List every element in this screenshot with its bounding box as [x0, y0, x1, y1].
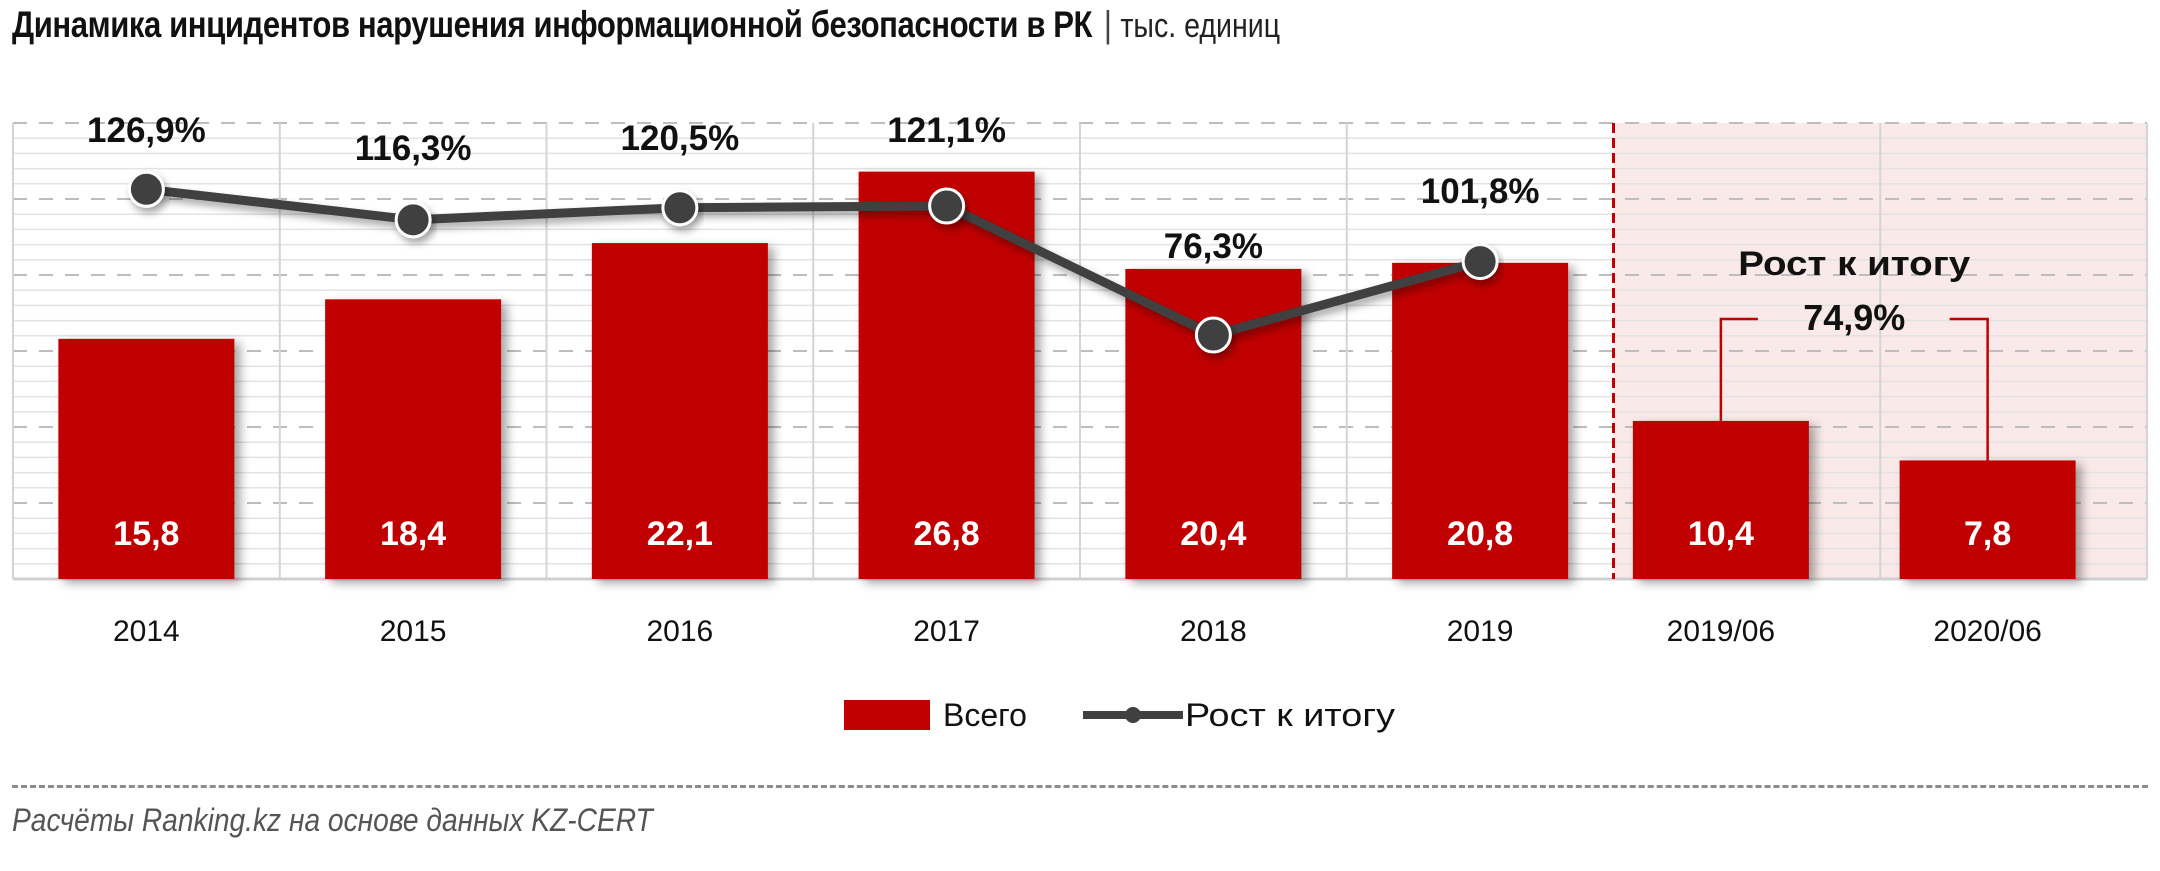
- bar-value-label: 18,4: [380, 515, 446, 553]
- bar-value-label: 26,8: [914, 515, 980, 553]
- chart: 15,8 18,4 22,1 26,8 20,4 20,8 10,4 7,8 Рост к и…: [12, 111, 2148, 733]
- x-tick-label: 2018: [1180, 615, 1247, 648]
- title-separator: |: [1103, 4, 1112, 45]
- x-tick-label: 2019: [1447, 615, 1514, 648]
- chart-title: Динамика инцидентов нарушения информацио…: [12, 4, 1093, 45]
- bar-series: 15,8 18,4 22,1 26,8 20,4 20,8 10,4 7,8: [58, 171, 2076, 579]
- line-marker: [661, 189, 699, 227]
- line-value-label: 101,8%: [1421, 172, 1540, 211]
- chart-title-row: Динамика инцидентов нарушения информацио…: [12, 4, 1280, 54]
- bar-value-label: 20,8: [1447, 515, 1513, 553]
- line-marker: [127, 170, 165, 208]
- line-value-label: 120,5%: [621, 119, 740, 158]
- legend: Всего Рост к итогу: [844, 697, 1395, 733]
- bar-value-label: 20,4: [1180, 515, 1246, 553]
- bar-value-label: 7,8: [1964, 515, 2011, 553]
- annotation-title: Рост к итогу: [1738, 245, 1970, 283]
- bar-2017: [858, 171, 1035, 579]
- bar-2019: [1392, 262, 1569, 579]
- x-tick-label: 2015: [380, 615, 447, 648]
- line-series: 126,9% 116,3% 120,5% 121,1% 76,3% 101,8%: [87, 111, 1540, 354]
- bar-value-label: 22,1: [647, 515, 713, 553]
- x-tick-label: 2017: [913, 615, 980, 648]
- source-note: Расчёты Ranking.kz на основе данных KZ-C…: [12, 802, 653, 838]
- line-marker: [1194, 316, 1232, 354]
- x-tick-label: 2016: [647, 615, 714, 648]
- line-marker: [394, 201, 432, 239]
- bracket-right: [1949, 317, 1989, 461]
- x-tick-label: 2020/06: [1933, 615, 2041, 648]
- legend-marker: [1125, 707, 1141, 723]
- line-marker: [1461, 243, 1499, 281]
- bar-2020/06: [1899, 460, 2076, 579]
- line-value-label: 116,3%: [355, 129, 472, 168]
- growth-line: [145, 184, 1482, 340]
- legend-swatch-bar: [844, 700, 930, 730]
- bracket-left: [1719, 317, 1758, 421]
- bar-value-label: 10,4: [1688, 515, 1754, 553]
- line-value-label: 121,1%: [887, 111, 1006, 150]
- source-divider: [12, 785, 2148, 788]
- legend-label-line: Рост к итогу: [1185, 697, 1395, 733]
- legend-label-bar: Всего: [943, 697, 1027, 733]
- annotation-value: 74,9%: [1803, 297, 1905, 338]
- x-axis: 2014 2015 2016 2017 2018 2019 2019/06 2020/06: [113, 615, 2042, 648]
- bar-2019/06: [1632, 420, 1809, 579]
- bar-2016: [591, 243, 768, 579]
- growth-annotation: Рост к итогу 74,9%: [1719, 245, 1989, 461]
- bar-2015: [325, 299, 502, 579]
- line-value-label: 126,9%: [87, 111, 206, 150]
- x-tick-label: 2019/06: [1667, 615, 1775, 648]
- x-tick-label: 2014: [113, 615, 180, 648]
- line-value-label: 76,3%: [1164, 227, 1263, 266]
- chart-unit: тыс. единиц: [1120, 7, 1281, 45]
- bar-value-label: 15,8: [113, 515, 179, 553]
- line-marker: [928, 187, 966, 225]
- bar-2014: [58, 338, 235, 579]
